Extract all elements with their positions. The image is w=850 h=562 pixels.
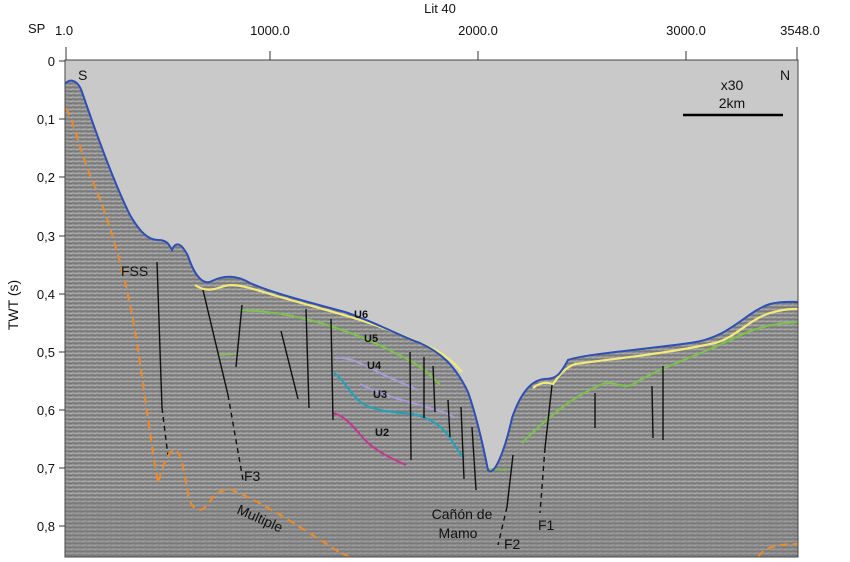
y-tick-label: 0,5 <box>37 345 55 360</box>
multiple-reflection <box>65 107 351 557</box>
deep-shade <box>65 500 798 557</box>
seafloor-reflector <box>65 79 798 473</box>
fault-label-f1: F1 <box>538 517 555 533</box>
y-tick-label: 0 <box>48 54 55 69</box>
line-name: Lit 40 <box>424 1 456 16</box>
plot-frame <box>64 59 799 558</box>
canyon-label-line2: Mamo <box>439 525 478 541</box>
sp-tick-label: 1000.0 <box>250 23 290 38</box>
horizon-u5-canyon <box>487 468 508 471</box>
multiple-reflection-north <box>757 543 798 557</box>
vertical-exaggeration: x30 <box>721 77 744 93</box>
sp-tick-label: 3000.0 <box>666 23 706 38</box>
sp-label: SP <box>28 21 45 36</box>
unit-label-u3: U3 <box>373 389 387 401</box>
horizon-u2 <box>332 412 407 466</box>
sediment-body <box>65 80 798 557</box>
y-tick-label: 0,2 <box>37 170 55 185</box>
sp-tick-label: 1.0 <box>55 23 73 38</box>
horizon-u5-north <box>521 321 798 444</box>
horizon-u6-north <box>532 307 798 389</box>
y-tick-label: 0,7 <box>37 461 55 476</box>
unit-label-u4: U4 <box>367 360 382 372</box>
horizon-u5-fragment <box>217 353 237 356</box>
y-tick-label: 0,8 <box>37 519 55 534</box>
scale-distance: 2km <box>719 95 745 111</box>
unit-label-u2: U2 <box>375 427 389 439</box>
canyon-label-line1: Cañón de <box>432 506 493 522</box>
y-axis-title: TWT (s) <box>5 280 21 330</box>
top-ticks <box>65 47 798 60</box>
horizon-u5 <box>239 309 441 386</box>
y-tick-label: 0,3 <box>37 229 55 244</box>
north-label: N <box>780 67 790 83</box>
sp-tick-label: 2000.0 <box>458 23 498 38</box>
y-axis <box>59 60 66 557</box>
south-label: S <box>78 67 87 83</box>
fault-label-f3: F3 <box>244 468 261 484</box>
y-tick-label: 0,6 <box>37 403 55 418</box>
horizon-u4-deep <box>359 383 456 419</box>
unit-label-u5: U5 <box>364 333 378 345</box>
horizon-u4 <box>334 356 419 391</box>
y-tick-label: 0,4 <box>37 287 55 302</box>
fault-label-f2: F2 <box>504 536 521 552</box>
fault-lines <box>156 261 664 546</box>
y-tick-label: 0,1 <box>37 112 55 127</box>
horizon-u3 <box>333 372 465 459</box>
unit-label-u6: U6 <box>354 309 368 321</box>
fault-label-fss: FSS <box>121 263 148 279</box>
sp-tick-label: 3548.0 <box>780 23 820 38</box>
